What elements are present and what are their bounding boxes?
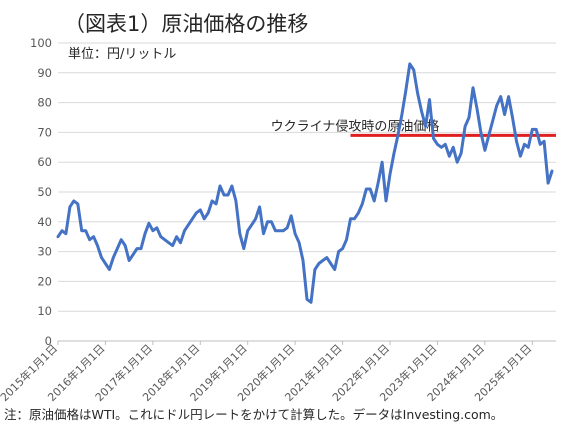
y-tick-label: 80 [37, 96, 52, 110]
x-tick-labels: 2015年1月1日2016年1月1日2017年1月1日2018年1月1日2019… [0, 341, 534, 404]
y-tick-label: 100 [30, 36, 52, 50]
y-tick-label: 90 [37, 66, 52, 80]
chart-title: （図表1）原油価格の推移 [64, 12, 309, 36]
y-tick-label: 60 [37, 155, 52, 169]
series-line [56, 62, 554, 304]
unit-label: 単位：円/リットル [68, 46, 176, 62]
reference-line-group: ウクライナ侵攻時の原油価格 [271, 118, 556, 137]
y-tick-label: 70 [37, 125, 52, 139]
y-tick-label: 30 [37, 245, 52, 259]
grid-lines [58, 42, 556, 312]
axes [57, 340, 556, 345]
y-tick-label: 50 [37, 185, 52, 199]
y-tick-labels: 0 10 20 30 40 50 60 70 80 90 100 [30, 36, 52, 348]
y-tick-label: 20 [37, 274, 52, 288]
y-tick-label: 0 [45, 334, 52, 348]
series-group [56, 62, 554, 304]
reference-line-label: ウクライナ侵攻時の原油価格 [271, 118, 440, 134]
footnote: 注：原油価格はWTI。これにドル円レートをかけて計算した。データはInvesti… [4, 407, 504, 422]
y-tick-label: 40 [37, 215, 52, 229]
y-tick-label: 10 [37, 304, 52, 318]
